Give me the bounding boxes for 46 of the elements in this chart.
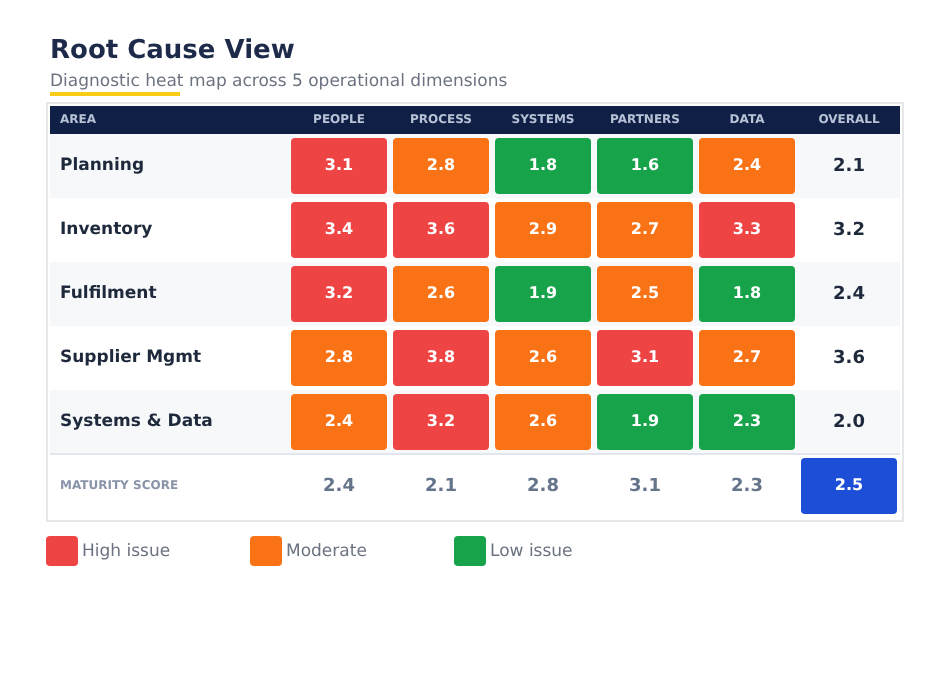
data-label: 2.1 (833, 156, 865, 177)
chart-subtitle: Diagnostic heat map across 5 operational dimensions (50, 72, 508, 92)
data-label: 2.8 (324, 348, 355, 367)
data-label: 2.3 (732, 412, 762, 431)
text: Moderate (286, 541, 367, 561)
data-label: 2.5 (834, 476, 865, 495)
data-label: 2.6 (528, 348, 559, 367)
data-label: 2.8 (527, 476, 559, 497)
data-label: 2.8 (426, 156, 457, 175)
data-label: 2.4 (323, 476, 355, 497)
data-label: 2.1 (425, 476, 457, 497)
y-tick-label: Systems & Data (60, 412, 214, 433)
data-label: 1.8 (732, 284, 763, 303)
data-label: 2.4 (833, 284, 865, 305)
data-label: 3.8 (426, 348, 457, 367)
data-label: 2.6 (426, 284, 457, 303)
data-label: 2.7 (630, 220, 660, 239)
data-label: 2.6 (528, 412, 559, 431)
data-label: 3.2 (833, 220, 865, 241)
data-label: 3.1 (630, 348, 661, 367)
data-label: 3.6 (833, 348, 865, 369)
text: Low issue (490, 541, 573, 561)
data-label: 3.6 (426, 220, 457, 239)
y-tick-label: Inventory (60, 220, 154, 241)
text: High issue (82, 541, 171, 561)
data-label: 1.9 (528, 284, 559, 303)
data-label: 2.5 (630, 284, 661, 303)
data-label: 2.0 (833, 412, 865, 433)
data-label: 3.3 (732, 220, 762, 239)
data-label: 3.2 (324, 284, 354, 303)
y-tick-label: Planning (60, 156, 145, 177)
y-tick-label: Supplier Mgmt (60, 348, 202, 369)
data-label: 3.1 (324, 156, 355, 175)
data-label: 3.4 (324, 220, 355, 239)
data-label: 1.8 (528, 156, 559, 175)
data-label: 3.1 (629, 476, 661, 497)
data-label: 3.2 (426, 412, 456, 431)
chart-title: Root Cause View (50, 36, 295, 66)
y-tick-label: Fulfilment (60, 284, 157, 305)
data-label: 2.3 (731, 476, 763, 497)
data-label: 2.7 (732, 348, 762, 367)
data-label: 1.9 (630, 412, 661, 431)
data-label: 2.9 (528, 220, 559, 239)
data-label: 2.4 (732, 156, 763, 175)
data-label: 2.4 (324, 412, 355, 431)
data-label: 1.6 (630, 156, 661, 175)
